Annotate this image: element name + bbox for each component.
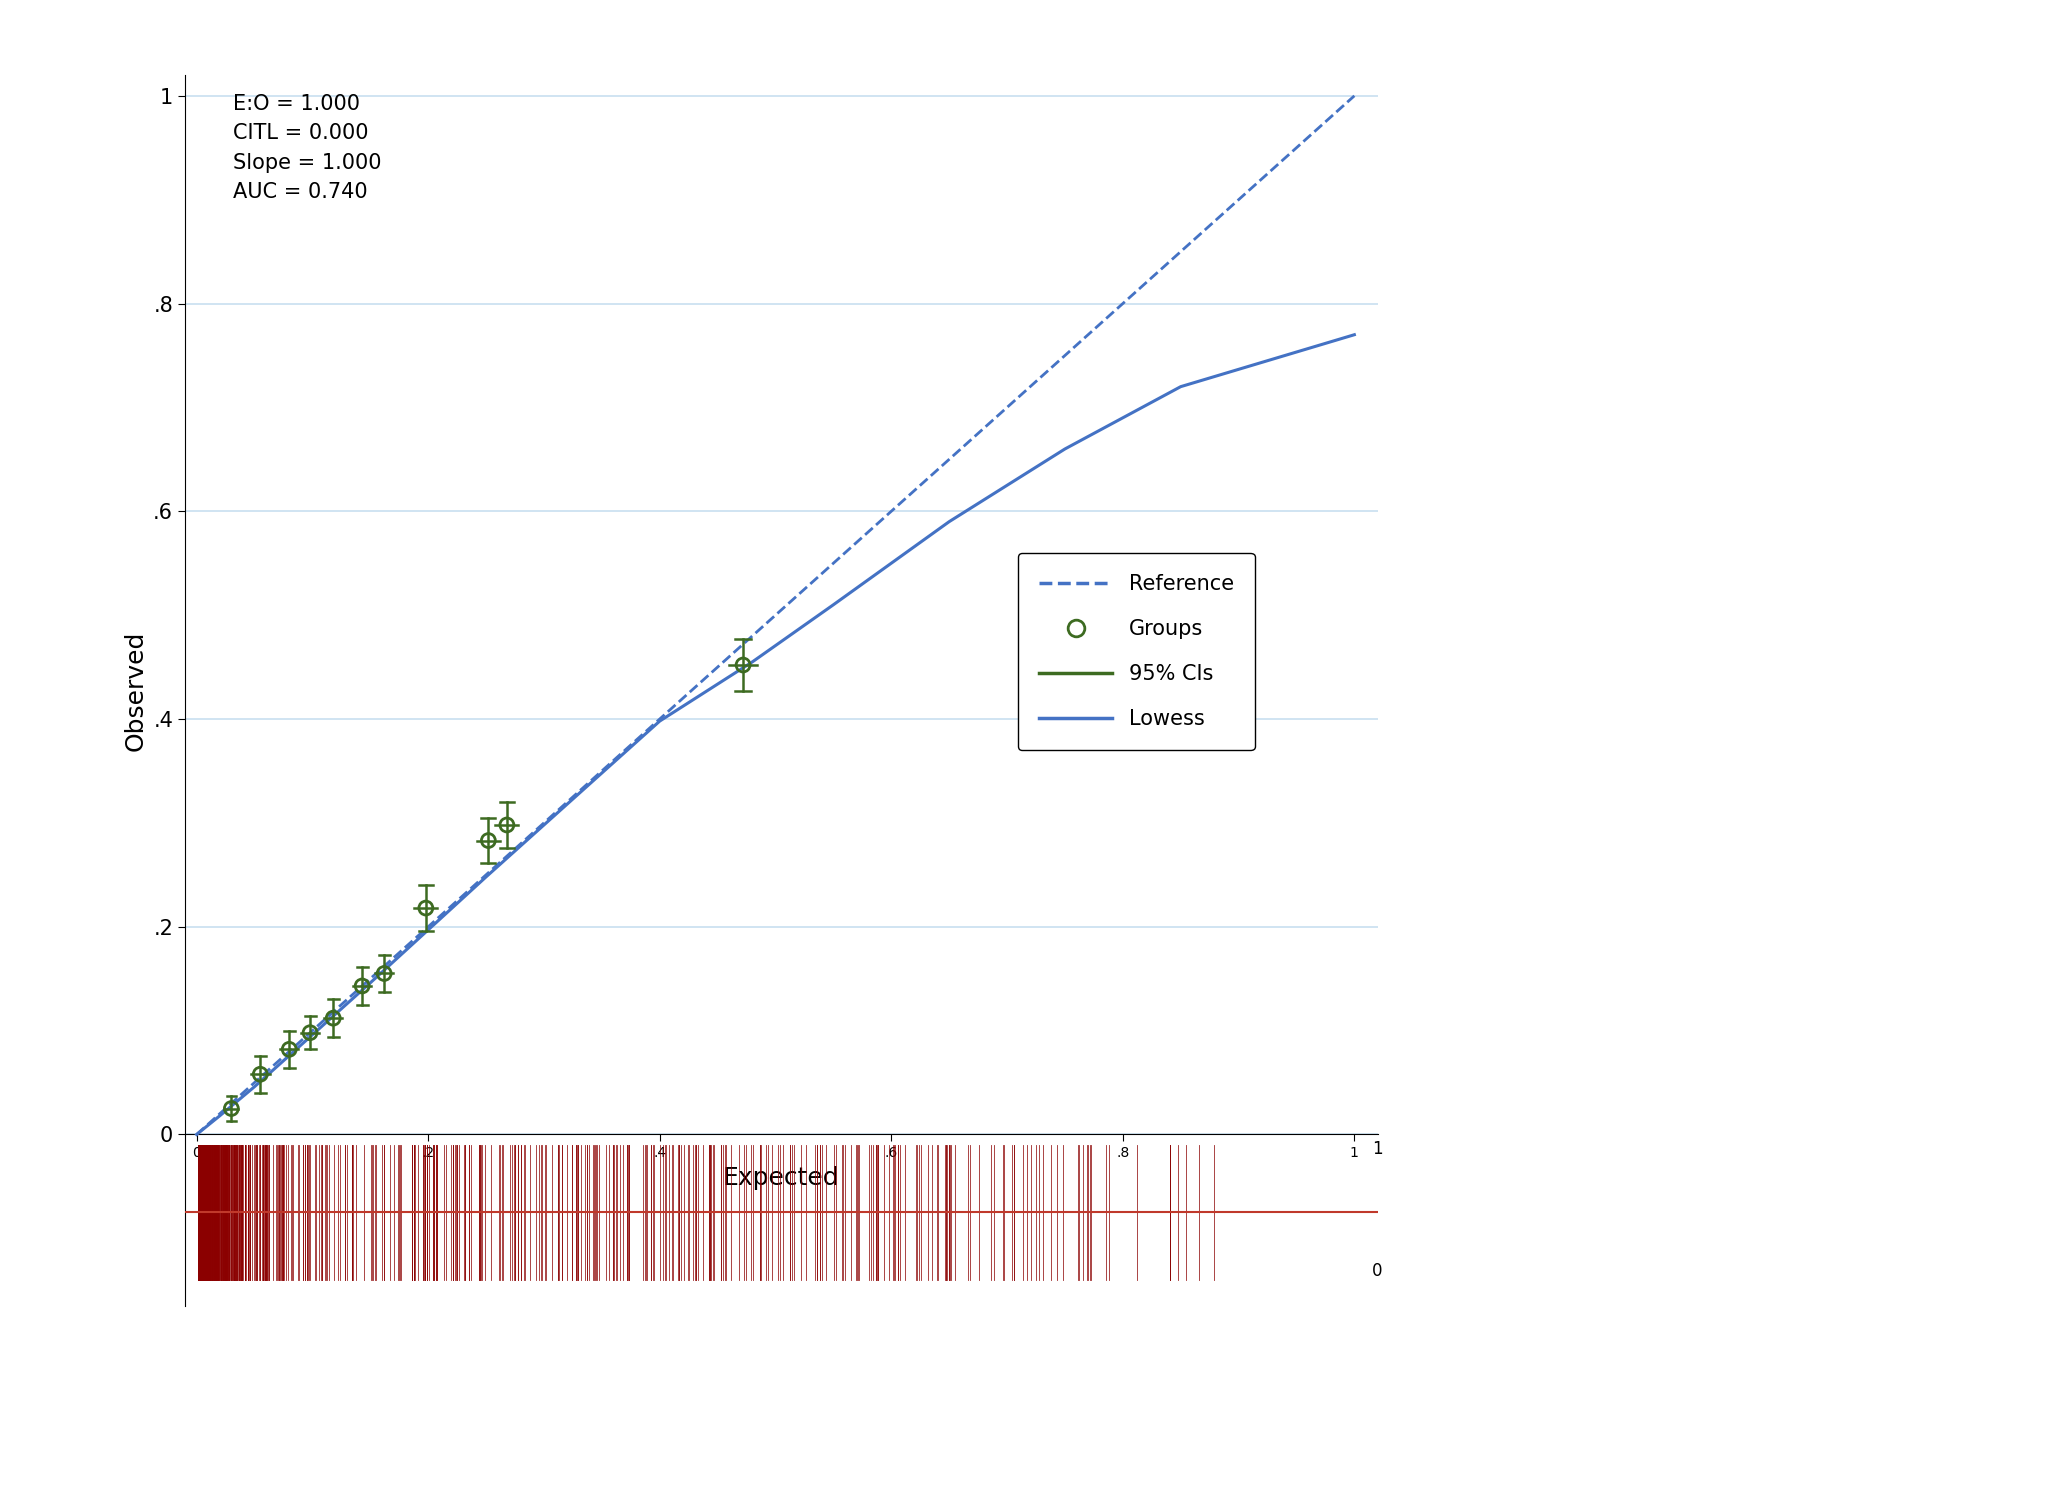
Point: [273, 1037, 306, 1061]
Text: E:O = 1.000
CITL = 0.000
Slope = 1.000
AUC = 0.740: E:O = 1.000 CITL = 0.000 Slope = 1.000 A…: [232, 93, 380, 203]
Point: [216, 1097, 249, 1121]
Y-axis label: Observed: Observed: [123, 630, 148, 750]
Point: [473, 829, 506, 853]
Point: [345, 974, 378, 998]
Point: [726, 653, 759, 677]
X-axis label: Expected: Expected: [724, 1166, 839, 1190]
Point: [294, 1021, 327, 1045]
Legend: Reference, Groups, 95% CIs, Lowess: Reference, Groups, 95% CIs, Lowess: [1018, 554, 1254, 750]
Point: [245, 1063, 278, 1087]
Text: 1: 1: [1371, 1139, 1382, 1157]
Point: [491, 814, 524, 838]
Point: [409, 896, 442, 920]
Point: [317, 1006, 350, 1030]
Point: [368, 962, 401, 986]
Text: 0: 0: [1371, 1262, 1382, 1280]
